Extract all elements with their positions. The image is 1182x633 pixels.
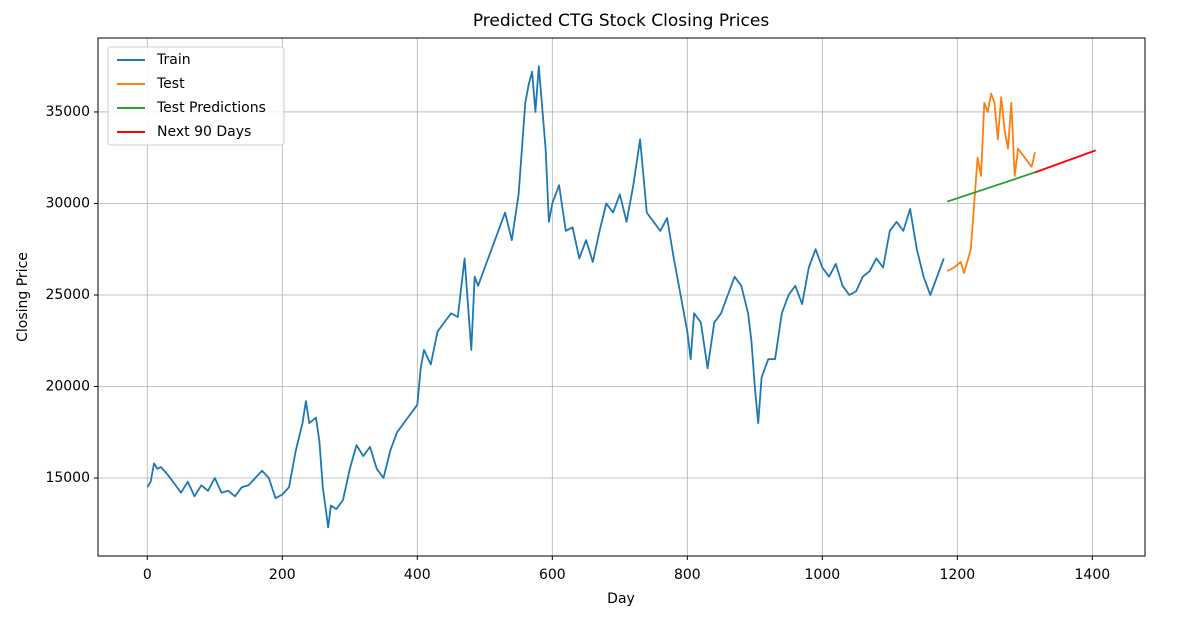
y-tick-label: 30000: [45, 195, 90, 211]
legend: Train Test Test Predictions Next 90 Days: [107, 46, 285, 146]
x-tick-label: 1200: [940, 567, 976, 583]
series-line: [946, 92, 1036, 274]
series-line: [946, 171, 1036, 203]
legend-label: Test: [156, 76, 185, 92]
y-axis-label: Closing Price: [15, 252, 31, 342]
plot-frame: [97, 37, 1146, 557]
y-tick-label: 20000: [45, 379, 90, 395]
x-tick-label: 200: [269, 567, 296, 583]
chart-title: Predicted CTG Stock Closing Prices: [473, 11, 770, 31]
legend-box: [107, 46, 285, 146]
y-tick-label: 15000: [45, 470, 90, 486]
x-tick-label: 1400: [1075, 567, 1111, 583]
legend-label: Test Predictions: [156, 100, 266, 116]
series-line: [1034, 149, 1097, 174]
series-line: [146, 65, 945, 529]
x-tick-label: 600: [539, 567, 566, 583]
x-tick-label: 1000: [805, 567, 841, 583]
x-axis-label: Day: [607, 591, 635, 607]
legend-label: Next 90 Days: [157, 124, 251, 140]
legend-label: Train: [156, 52, 191, 68]
x-tick-label: 0: [143, 567, 152, 583]
x-tick-label: 400: [404, 567, 431, 583]
x-tick-label: 800: [674, 567, 701, 583]
y-tick-label: 25000: [45, 287, 90, 303]
y-tick-label: 35000: [45, 104, 90, 120]
